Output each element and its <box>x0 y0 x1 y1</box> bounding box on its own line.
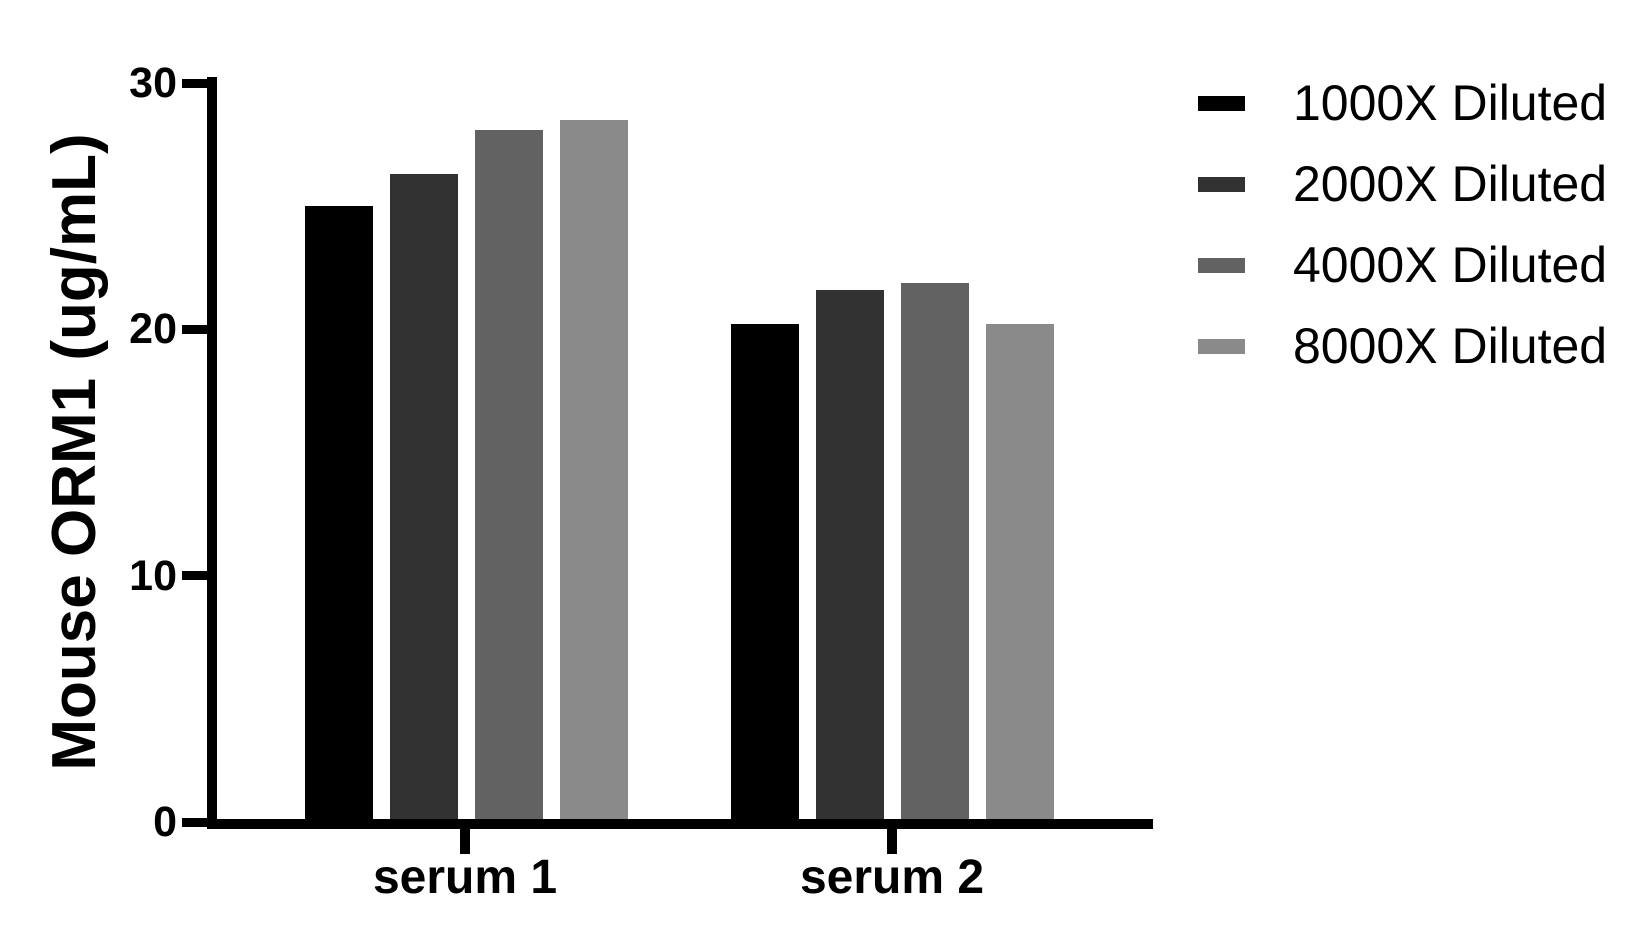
legend-swatch <box>1198 338 1245 354</box>
y-tick-mark <box>182 324 207 334</box>
legend-swatch <box>1198 257 1245 273</box>
bar-serum-2-8000x <box>986 324 1054 819</box>
legend-swatch <box>1198 176 1245 192</box>
legend-label: 8000X Diluted <box>1293 318 1608 374</box>
legend-label: 4000X Diluted <box>1293 237 1608 293</box>
bar-serum-1-8000x <box>560 120 628 819</box>
legend-label: 1000X Diluted <box>1293 75 1608 131</box>
legend-swatch <box>1198 95 1245 111</box>
legend-label: 2000X Diluted <box>1293 156 1608 212</box>
bar-serum-2-1000x <box>731 324 799 819</box>
y-tick-label: 30 <box>129 59 177 107</box>
y-tick-mark <box>182 817 207 827</box>
y-tick-label: 0 <box>153 798 177 846</box>
x-axis-line <box>207 819 1153 829</box>
bar-serum-2-4000x <box>901 282 969 819</box>
y-tick-mark <box>182 571 207 581</box>
x-tick-mark <box>460 829 470 854</box>
bar-serum-2-2000x <box>816 289 884 819</box>
x-category-label: serum 2 <box>799 851 985 904</box>
bar-serum-1-4000x <box>475 129 543 819</box>
y-tick-mark <box>182 78 207 88</box>
y-tick-label: 20 <box>129 305 177 354</box>
y-tick-label: 10 <box>129 551 177 600</box>
y-axis-line <box>207 77 217 829</box>
x-category-label: serum 1 <box>372 851 558 904</box>
bar-serum-1-2000x <box>390 174 458 819</box>
x-tick-mark <box>887 829 897 854</box>
bar-serum-1-1000x <box>305 206 373 819</box>
y-axis-title: Mouse ORM1 (ug/mL) <box>40 133 109 771</box>
